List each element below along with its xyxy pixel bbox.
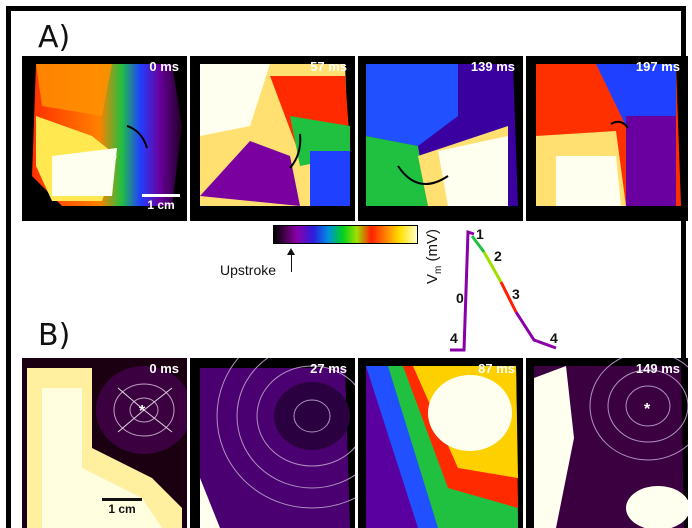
panel-a-map-2: 57 ms: [190, 56, 355, 221]
panel-b-label: B): [38, 318, 71, 353]
panel-b-time-4: 149 ms: [635, 361, 680, 376]
panel-a-map-3: 139 ms: [358, 56, 523, 221]
panel-a-time-2: 57 ms: [310, 59, 347, 74]
panel-b-time-3: 87 ms: [478, 361, 515, 376]
figure-frame: [6, 6, 686, 528]
scale-bar-a-label: 1 cm: [147, 198, 175, 212]
panel-a-time-3: 139 ms: [470, 59, 515, 74]
ap-phase-0: 0: [456, 290, 464, 306]
ap-phase-1: 1: [476, 226, 484, 242]
panel-a-time-1: 0 ms: [149, 59, 179, 74]
svg-text:*: *: [644, 401, 651, 418]
ap-ylabel-sub: m: [433, 265, 444, 274]
panel-b-time-1: 0 ms: [149, 361, 179, 376]
scale-bar-b-line: [102, 498, 142, 501]
panel-b-map-4: * 149 ms: [526, 358, 688, 528]
ap-ylabel-rest: (mV): [424, 228, 441, 266]
scale-bar-b: 1 cm: [102, 498, 142, 516]
ap-y-axis-label: Vm (mV): [424, 229, 444, 284]
panel-a-label: A): [38, 20, 71, 55]
scale-bar-line: [142, 194, 180, 197]
panel-a-time-4: 197 ms: [635, 59, 680, 74]
ap-ylabel-main: V: [424, 273, 441, 284]
ap-phase-4-left: 4: [450, 330, 458, 346]
panel-a-map-1: 0 ms 1 cm: [22, 56, 187, 221]
panel-b-map-2: 27 ms: [190, 358, 355, 528]
activation-colorbar: [273, 225, 418, 244]
ap-phase-2: 2: [494, 248, 502, 264]
ap-phase-4-right: 4: [550, 330, 558, 346]
panel-b-time-2: 27 ms: [310, 361, 347, 376]
upstroke-arrow-icon: [287, 248, 295, 272]
ap-phase-3: 3: [512, 286, 520, 302]
scale-bar-b-label: 1 cm: [108, 502, 136, 516]
svg-text:*: *: [139, 403, 146, 420]
upstroke-label: Upstroke: [220, 262, 277, 278]
panel-b-map-1: * 0 ms 1 cm: [22, 358, 187, 528]
scale-bar-a: 1 cm: [142, 194, 180, 212]
panel-b-map-3: 87 ms: [358, 358, 523, 528]
panel-a-map-4: 197 ms: [526, 56, 688, 221]
action-potential-inset: Vm (mV) 0 1 2 3 4 4: [416, 222, 576, 362]
